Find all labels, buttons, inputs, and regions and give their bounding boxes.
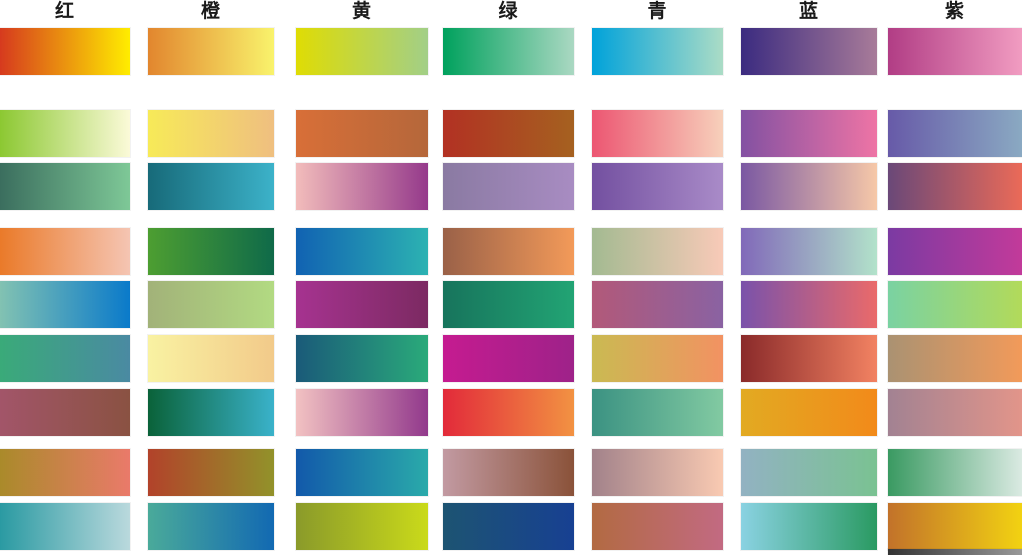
gradient-swatch-r4-c2 — [148, 228, 274, 275]
gradient-swatch-r4-c6 — [741, 228, 877, 275]
gradient-swatch-r9-c1 — [0, 503, 130, 550]
gradient-swatch-r3-c4 — [443, 163, 574, 210]
gradient-swatch-r7-c2 — [148, 389, 274, 436]
gradient-swatch-r1-c3 — [296, 28, 428, 75]
gradient-swatch-r5-c6 — [741, 281, 877, 328]
gradient-swatch-r1-c1 — [0, 28, 130, 75]
gradient-swatch-r3-c6 — [741, 163, 877, 210]
gradient-swatch-r2-c7 — [888, 110, 1022, 157]
gradient-swatch-r4-c7 — [888, 228, 1022, 275]
gradient-swatch-r2-c1 — [0, 110, 130, 157]
gradient-swatch-r6-c6 — [741, 335, 877, 382]
gradient-swatch-r8-c3 — [296, 449, 428, 496]
gradient-swatch-r2-c2 — [148, 110, 274, 157]
gradient-swatch-r5-c3 — [296, 281, 428, 328]
column-label-purple: 紫 — [944, 0, 965, 22]
gradient-swatch-r2-c3 — [296, 110, 428, 157]
gradient-swatch-r4-c4 — [443, 228, 574, 275]
gradient-swatch-r1-c7 — [888, 28, 1022, 75]
column-label-red: 红 — [54, 0, 75, 22]
gradient-swatch-r9-c4 — [443, 503, 574, 550]
gradient-swatch-r7-c6 — [741, 389, 877, 436]
gradient-swatch-r9-c5 — [592, 503, 723, 550]
gradient-swatch-r8-c5 — [592, 449, 723, 496]
gradient-swatch-r5-c7 — [888, 281, 1022, 328]
gradient-swatch-r4-c5 — [592, 228, 723, 275]
gradient-swatch-r7-c4 — [443, 389, 574, 436]
gradient-swatch-r6-c4 — [443, 335, 574, 382]
gradient-swatch-r6-c7 — [888, 335, 1022, 382]
gradient-swatch-r8-c6 — [741, 449, 877, 496]
gradient-swatch-r2-c6 — [741, 110, 877, 157]
gradient-swatch-r7-c5 — [592, 389, 723, 436]
gradient-swatch-r5-c2 — [148, 281, 274, 328]
gradient-swatch-r5-c5 — [592, 281, 723, 328]
gradient-swatch-r8-c7 — [888, 449, 1022, 496]
gradient-swatch-r6-c1 — [0, 335, 130, 382]
gradient-swatch-r4-c1 — [0, 228, 130, 275]
gradient-swatch-r9-c7 — [888, 503, 1022, 550]
gradient-swatch-r3-c5 — [592, 163, 723, 210]
gradient-swatch-r7-c7 — [888, 389, 1022, 436]
gradient-swatch-r1-c6 — [741, 28, 877, 75]
gradient-swatch-r3-c1 — [0, 163, 130, 210]
gradient-swatch-r2-c4 — [443, 110, 574, 157]
gradient-swatch-r5-c4 — [443, 281, 574, 328]
gradient-swatch-r4-c3 — [296, 228, 428, 275]
gradient-swatch-r8-c2 — [148, 449, 274, 496]
gradient-swatch-r1-c4 — [443, 28, 574, 75]
gradient-swatch-r6-c3 — [296, 335, 428, 382]
gradient-swatch-r8-c4 — [443, 449, 574, 496]
gradient-swatch-r6-c2 — [148, 335, 274, 382]
gradient-swatch-r9-c6 — [741, 503, 877, 550]
gradient-swatch-r3-c3 — [296, 163, 428, 210]
gradient-swatch-r3-c7 — [888, 163, 1022, 210]
gradient-swatch-r1-c2 — [148, 28, 274, 75]
column-label-green: 绿 — [498, 0, 519, 22]
column-label-blue: 蓝 — [798, 0, 819, 22]
gradient-swatch-r7-c3 — [296, 389, 428, 436]
column-label-cyan: 青 — [647, 0, 668, 22]
gradient-swatch-r6-c5 — [592, 335, 723, 382]
column-label-orange: 橙 — [200, 0, 221, 22]
column-label-yellow: 黄 — [351, 0, 372, 22]
gradient-swatch-partial-r10-c7 — [888, 549, 1022, 555]
gradient-swatch-r1-c5 — [592, 28, 723, 75]
gradient-swatch-r7-c1 — [0, 389, 130, 436]
gradient-swatch-r9-c3 — [296, 503, 428, 550]
gradient-swatch-r5-c1 — [0, 281, 130, 328]
gradient-swatch-r9-c2 — [148, 503, 274, 550]
gradient-swatch-r2-c5 — [592, 110, 723, 157]
gradient-swatch-r8-c1 — [0, 449, 130, 496]
gradient-swatch-r3-c2 — [148, 163, 274, 210]
